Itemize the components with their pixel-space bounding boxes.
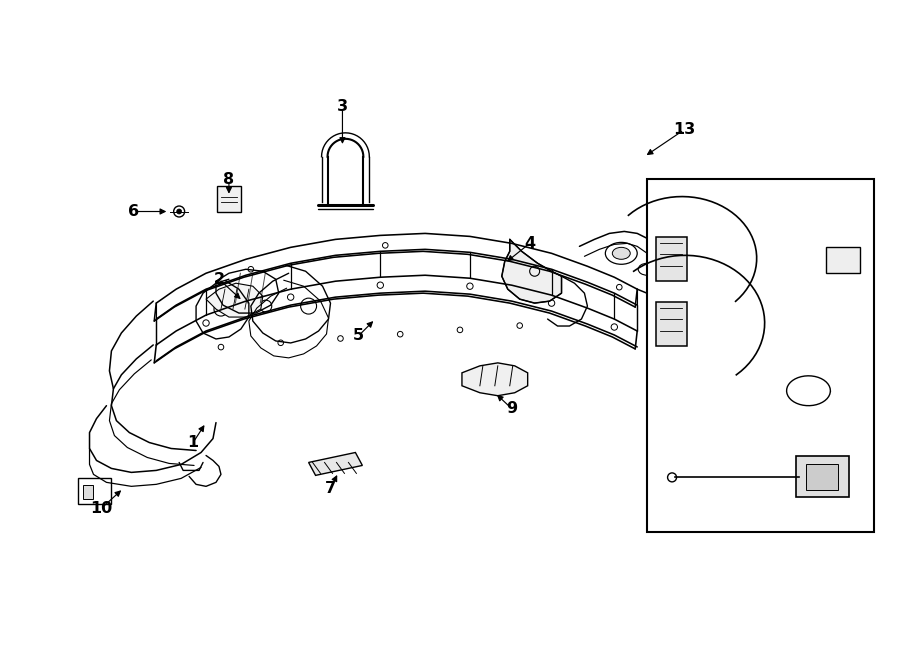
FancyBboxPatch shape: [806, 465, 839, 490]
Text: 8: 8: [223, 172, 235, 187]
Ellipse shape: [638, 263, 656, 275]
Polygon shape: [462, 363, 527, 396]
Polygon shape: [206, 283, 263, 317]
Bar: [647, 178, 874, 532]
Text: 10: 10: [90, 501, 112, 516]
Text: 5: 5: [353, 329, 364, 344]
Ellipse shape: [612, 247, 630, 259]
FancyBboxPatch shape: [83, 485, 93, 499]
Text: 1: 1: [187, 435, 199, 450]
FancyBboxPatch shape: [796, 457, 850, 497]
Text: 6: 6: [128, 204, 139, 219]
Text: 2: 2: [213, 272, 224, 287]
Text: 7: 7: [325, 481, 336, 496]
Circle shape: [176, 209, 182, 214]
FancyBboxPatch shape: [77, 479, 112, 504]
Text: 13: 13: [673, 122, 695, 137]
FancyBboxPatch shape: [826, 247, 860, 273]
Text: 3: 3: [337, 99, 348, 114]
Text: 9: 9: [506, 401, 518, 416]
Text: 4: 4: [524, 236, 536, 251]
FancyBboxPatch shape: [656, 237, 687, 281]
FancyBboxPatch shape: [217, 186, 241, 212]
Text: 11: 11: [730, 202, 752, 217]
Polygon shape: [502, 239, 562, 303]
Text: 12: 12: [683, 471, 705, 486]
Polygon shape: [309, 453, 363, 475]
FancyBboxPatch shape: [656, 302, 687, 346]
Ellipse shape: [606, 243, 637, 264]
